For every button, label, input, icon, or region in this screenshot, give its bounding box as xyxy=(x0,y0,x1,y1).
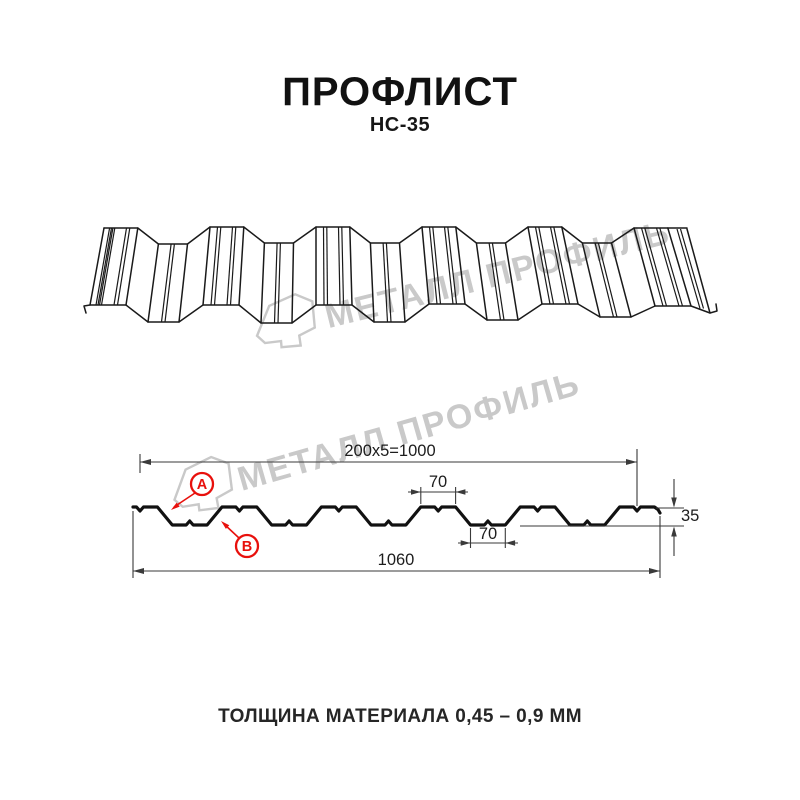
sheet-line xyxy=(610,242,632,318)
sheet-line xyxy=(369,242,375,323)
dim-total-width-label: 1060 xyxy=(378,551,415,569)
dim-top-flange-label: 70 xyxy=(429,473,447,491)
sheet-line xyxy=(553,226,571,305)
sheet-line xyxy=(89,227,105,306)
sheet-line xyxy=(581,242,601,318)
sheet-line xyxy=(98,227,114,306)
sheet-line xyxy=(210,226,219,306)
sheet-line xyxy=(229,226,237,306)
dim-height-label: 35 xyxy=(681,507,699,525)
dimension-useful-width: 200x5=1000 xyxy=(139,442,638,506)
sheet-line xyxy=(594,242,615,318)
profile-diagram: МЕТАЛЛ ПРОФИЛЬ МЕТАЛЛ ПРОФИЛЬ 200x5=1000 xyxy=(83,213,718,578)
sheet-line xyxy=(686,228,711,314)
sheet-line xyxy=(226,226,234,306)
dimension-total-width: 1060 xyxy=(132,511,661,578)
dimension-top-flange: 70 xyxy=(408,473,468,504)
sheet-line xyxy=(659,227,684,307)
sheet-line xyxy=(160,243,172,323)
marker-a: A xyxy=(171,471,215,510)
sheet-line xyxy=(667,227,692,307)
sheet-line xyxy=(213,226,222,306)
sheet-line xyxy=(644,227,668,307)
sheet-line xyxy=(428,226,438,305)
sheet-line xyxy=(561,226,579,305)
sheet-line xyxy=(164,243,175,323)
sheet-line xyxy=(277,242,281,324)
sheet-line xyxy=(597,242,618,318)
page-title: ПРОФЛИСТ xyxy=(282,70,518,114)
sheet-line xyxy=(202,226,211,306)
watermark-text: МЕТАЛЛ ПРОФИЛЬ xyxy=(233,364,584,498)
sheet-line xyxy=(679,228,705,309)
sheet-line xyxy=(125,227,139,306)
sheet-line xyxy=(527,226,543,305)
dim-useful-width-label: 200x5=1000 xyxy=(344,442,435,460)
sheet-line xyxy=(147,243,160,323)
sheet-line xyxy=(326,226,329,306)
sheet-line xyxy=(455,226,466,305)
sheet-line xyxy=(103,226,688,245)
marker-b: B xyxy=(221,521,260,559)
sheet-line xyxy=(475,242,488,321)
sheet-line xyxy=(488,242,502,321)
sheet-line xyxy=(83,303,718,324)
dimension-height: 35 xyxy=(520,479,699,556)
sheet-line xyxy=(432,226,442,305)
sheet-line xyxy=(131,505,662,527)
sheet-3d-drawing xyxy=(83,226,718,324)
dimension-bottom-flange: 70 xyxy=(458,525,518,548)
thickness-note: ТОЛЩИНА МАТЕРИАЛА 0,45 – 0,9 ММ xyxy=(218,706,582,727)
sheet-line xyxy=(633,227,656,307)
cross-section-drawing xyxy=(131,505,662,527)
sheet-line xyxy=(116,227,131,306)
marker-a-label: A xyxy=(197,477,208,493)
sheet-line xyxy=(655,227,680,307)
sheet-line xyxy=(549,226,567,305)
sheet-line xyxy=(382,242,389,323)
sheet-line xyxy=(349,226,353,306)
sheet-line xyxy=(676,228,701,309)
sheet-line xyxy=(238,226,245,306)
sheet-line xyxy=(504,242,519,321)
sheet-line xyxy=(95,227,111,306)
sheet-line xyxy=(640,227,664,307)
marker-b-label: B xyxy=(242,539,252,555)
sheet-line xyxy=(337,226,341,306)
sheet-line xyxy=(100,227,116,306)
sheet-line xyxy=(341,226,345,306)
sheet-line xyxy=(322,226,325,306)
dim-bottom-flange-label: 70 xyxy=(479,525,497,543)
sheet-line xyxy=(273,242,278,324)
sheet-line xyxy=(260,242,266,324)
sheet-line xyxy=(113,227,128,306)
sheet-line xyxy=(178,243,189,323)
profile-model-label: НС-35 xyxy=(369,114,431,136)
sheet-line xyxy=(443,226,454,305)
sheet-line xyxy=(97,227,113,306)
watermark-lower: МЕТАЛЛ ПРОФИЛЬ xyxy=(173,364,585,512)
sheet-line xyxy=(291,242,295,324)
sheet-line xyxy=(534,226,551,305)
sheet-line xyxy=(538,226,555,305)
sheet-line xyxy=(447,226,458,305)
sheet-line xyxy=(491,242,505,321)
sheet-line xyxy=(421,226,430,305)
sheet-line xyxy=(398,242,406,323)
brand-logo-icon xyxy=(255,292,317,349)
sheet-line xyxy=(385,242,392,323)
